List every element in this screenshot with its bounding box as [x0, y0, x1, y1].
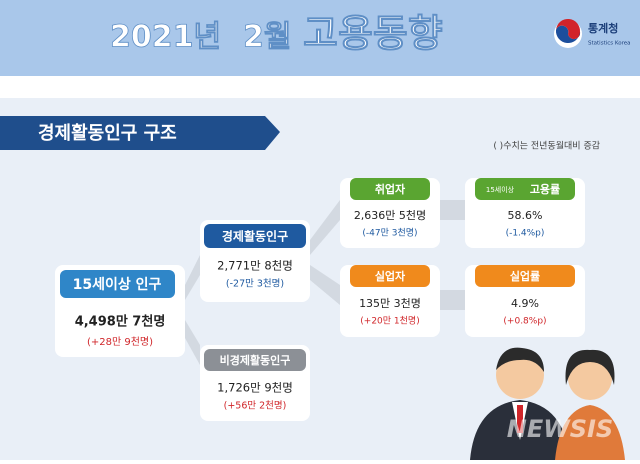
connector [185, 255, 200, 300]
header-band [0, 0, 640, 76]
node-value: 135만 3천명 [359, 296, 421, 310]
node-value: 2,636만 5천명 [354, 208, 426, 222]
node-population: 15세이상 인구 4,498만 7천명 (+28만 9천명) [55, 265, 185, 357]
node-label: 15세이상 인구 [73, 276, 162, 293]
node-value: 58.6% [508, 209, 543, 222]
node-value: 4,498만 7천명 [75, 314, 166, 330]
section-tab [0, 116, 280, 150]
node-change: (+20만 1천명) [360, 316, 419, 327]
node-value: 1,726만 9천명 [217, 381, 293, 395]
section-note: ( )수치는 전년동월대비 증감 [493, 140, 600, 152]
title-year: 2021년 [110, 20, 221, 55]
node-pill [350, 265, 430, 287]
node-value: 2,771만 8천명 [217, 259, 293, 273]
node-inactive: 비경제활동인구 1,726만 9천명 (+56만 2천명) [200, 345, 310, 421]
woman-head [568, 356, 612, 400]
node-unemployment-rate: 실업률 4.9% (+0.8%p) [465, 265, 585, 337]
node-change: (+56만 2천명) [224, 401, 287, 412]
node-change: (-27만 3천명) [226, 279, 284, 290]
node-label: 고용률 [530, 183, 560, 196]
title-month: 2월 [243, 20, 291, 55]
node-label: 경제활동인구 [222, 229, 288, 244]
logo-blue [555, 25, 581, 44]
logo-text: 통계청 [588, 21, 618, 35]
node-label: 취업자 [375, 182, 406, 196]
node-pill [204, 224, 306, 248]
woman-body [555, 405, 625, 460]
node-label: 실업률 [510, 269, 540, 283]
node-pill [475, 178, 575, 200]
watermark: NEWSIS [507, 415, 613, 443]
connector [310, 265, 340, 305]
logo-text-en: Statistics Korea [588, 41, 630, 47]
node-pill [350, 178, 430, 200]
logo-red [556, 18, 581, 40]
connector [440, 200, 465, 220]
node-label: 실업자 [375, 269, 406, 283]
man-head [496, 351, 544, 399]
node-unemployed: 실업자 135만 3천명 (+20만 1천명) [340, 265, 440, 337]
node-value: 4.9% [511, 297, 539, 310]
node-pill [204, 349, 306, 371]
title-topic: 고용동향 [303, 12, 443, 56]
connector [310, 200, 340, 255]
node-employed: 취업자 2,636만 5천명 (-47만 3천명) [340, 178, 440, 248]
node-change: (-47만 3천명) [362, 228, 417, 239]
node-change: (+0.8%p) [503, 317, 546, 327]
node-employment-rate: 15세이상 고용률 58.6% (-1.4%p) [465, 178, 585, 248]
woman-hair [565, 349, 615, 385]
section-title: 경제활동인구 구조 [38, 123, 177, 144]
connector [185, 320, 200, 365]
connectors [185, 200, 465, 365]
man-hair [496, 347, 544, 372]
node-change: (+28만 9천명) [87, 336, 153, 348]
illustration [470, 347, 625, 460]
node-active: 경제활동인구 2,771만 8천명 (-27만 3천명) [200, 220, 310, 302]
node-label-prefix: 15세이상 [486, 185, 515, 194]
man-tie [517, 405, 523, 433]
node-change: (-1.4%p) [506, 229, 545, 239]
connector [440, 290, 465, 310]
node-pill [475, 265, 575, 287]
node-label: 비경제활동인구 [220, 353, 291, 367]
node-pill [60, 270, 175, 298]
